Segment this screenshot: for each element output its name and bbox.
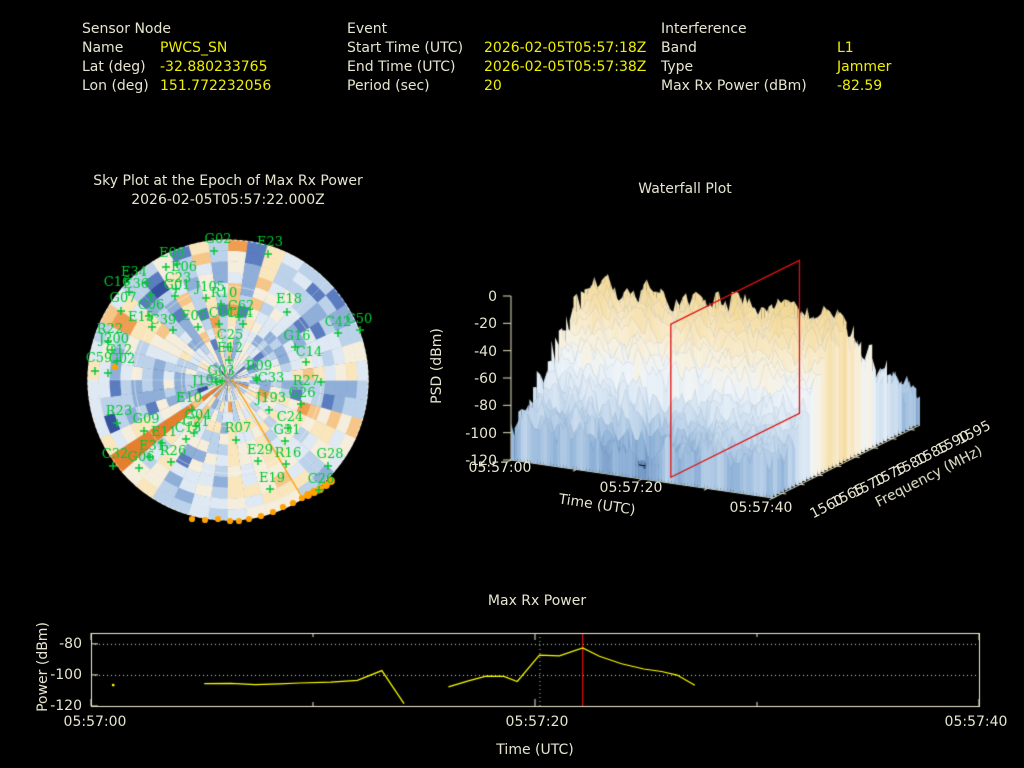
power-y-tick: -80	[59, 635, 82, 652]
event-end-label: End Time (UTC)	[347, 59, 456, 75]
power-x-tick: 05:57:00	[63, 714, 127, 730]
event-period-value: 20	[484, 78, 502, 94]
sky-plot-title-line2: 2026-02-05T05:57:22.000Z	[131, 192, 325, 208]
interference-maxpower-label: Max Rx Power (dBm)	[661, 78, 807, 94]
power-y-tick: -120	[50, 698, 82, 714]
waterfall-canvas	[420, 230, 1024, 530]
sensor-lat-label: Lat (deg)	[82, 59, 146, 75]
event-start-value: 2026-02-05T05:57:18Z	[484, 40, 647, 56]
power-x-axis-label: Time (UTC)	[496, 742, 574, 758]
power-y-axis-label: Power (dBm)	[35, 622, 51, 712]
power-y-tick: -100	[50, 666, 82, 683]
waterfall-title: Waterfall Plot	[638, 181, 732, 197]
power-plot-canvas	[85, 628, 985, 713]
sensor-name-label: Name	[82, 40, 124, 56]
interference-band-value: L1	[837, 40, 854, 56]
power-plot-title: Max Rx Power	[487, 593, 587, 609]
waterfall-z-axis-label: PSD (dBm)	[429, 328, 445, 404]
interference-type-label: Type	[661, 59, 694, 75]
sky-plot-canvas	[58, 210, 398, 540]
power-x-tick: 05:57:20	[505, 714, 569, 730]
event-section-title: Event	[347, 21, 388, 37]
power-x-tick: 05:57:40	[944, 714, 1008, 730]
interference-section-title: Interference	[661, 21, 747, 37]
sensor-name-value: PWCS_SN	[160, 40, 228, 56]
sensor-lon-value: 151.772232056	[160, 78, 272, 94]
interference-maxpower-value: -82.59	[837, 78, 883, 94]
interference-band-label: Band	[661, 40, 697, 56]
event-start-label: Start Time (UTC)	[347, 40, 464, 56]
event-end-value: 2026-02-05T05:57:38Z	[484, 59, 647, 75]
sky-plot-title-line1: Sky Plot at the Epoch of Max Rx Power	[93, 173, 363, 189]
header: Sensor Node Name PWCS_SN Lat (deg) -32.8…	[0, 0, 1024, 100]
event-period-label: Period (sec)	[347, 78, 430, 94]
interference-type-value: Jammer	[837, 59, 892, 75]
sensor-node-section-title: Sensor Node	[82, 21, 171, 37]
sensor-lat-value: -32.880233765	[160, 59, 268, 75]
sensor-lon-label: Lon (deg)	[82, 78, 149, 94]
